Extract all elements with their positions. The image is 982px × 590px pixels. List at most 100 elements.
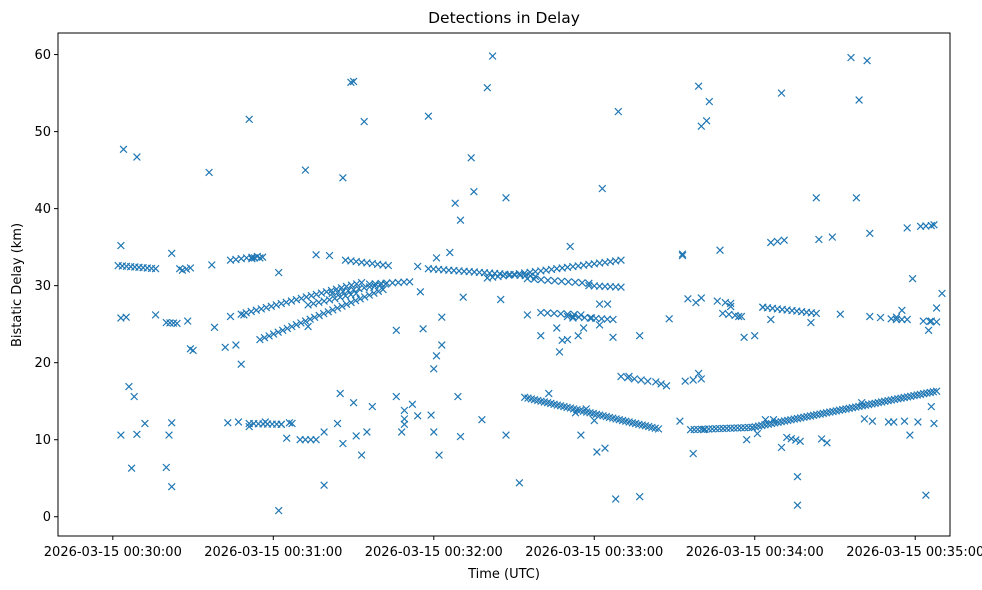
detection-point: [705, 97, 714, 106]
detection-point: [574, 331, 583, 340]
detection-point: [726, 299, 735, 308]
detection-point: [339, 439, 347, 448]
track-point: [315, 311, 324, 320]
track-point: [697, 375, 706, 383]
track-point: [352, 289, 361, 298]
detection-point: [713, 297, 722, 305]
track-point: [609, 315, 617, 324]
track-point: [927, 221, 936, 230]
detection-point: [812, 193, 821, 202]
track-point: [737, 312, 746, 321]
detection-point: [162, 463, 171, 472]
track-point: [384, 261, 393, 270]
detection-point: [459, 293, 468, 302]
detection-point: [852, 193, 861, 202]
track-point: [292, 320, 301, 329]
detection-point: [478, 415, 486, 424]
detection-point: [694, 369, 703, 378]
detection-point: [223, 418, 232, 427]
detection-point: [349, 398, 358, 407]
chart-title: Detections in Delay: [428, 9, 580, 27]
track-point: [773, 237, 782, 246]
track-point: [550, 309, 558, 318]
track-point: [274, 328, 283, 337]
detection-point: [205, 168, 213, 177]
detection-point: [427, 411, 435, 419]
detection-point: [625, 372, 633, 381]
y-tick-label: 60: [34, 48, 51, 63]
detection-point: [734, 312, 743, 321]
track-point: [297, 294, 306, 303]
track-point: [267, 302, 276, 311]
detection-point: [678, 251, 687, 260]
detection-point: [544, 389, 553, 398]
y-tick-label: 0: [43, 510, 51, 525]
detection-point: [900, 417, 909, 426]
detection-point: [793, 472, 802, 481]
track-point: [379, 285, 387, 294]
detection-point: [611, 495, 620, 503]
detection-point: [256, 254, 264, 262]
detection-point: [183, 317, 192, 325]
detection-point: [400, 420, 409, 429]
detection-point: [408, 400, 417, 409]
track-point: [319, 309, 328, 318]
y-tick-label: 20: [34, 356, 51, 371]
x-axis-ticks: 2026-03-15 00:30:00 2026-03-15 00:31:00 20…: [44, 536, 982, 560]
detection-point: [922, 491, 930, 500]
track-point: [370, 289, 378, 298]
detection-point: [432, 254, 441, 262]
track-point: [523, 274, 532, 283]
track-point: [374, 287, 383, 296]
detection-point: [357, 451, 366, 459]
detection-point: [924, 326, 933, 335]
detection-point: [536, 331, 545, 340]
detection-point: [325, 251, 334, 260]
track-point: [301, 317, 310, 325]
track-point: [564, 277, 573, 286]
track-point: [571, 278, 580, 287]
detection-point: [320, 481, 328, 490]
track-point: [237, 310, 246, 319]
track-point: [297, 319, 305, 327]
detection-point: [740, 333, 748, 342]
detection-point: [927, 317, 936, 325]
detection-point: [400, 406, 409, 415]
track-point: [718, 309, 727, 318]
detection-point: [502, 193, 510, 202]
track-point: [662, 381, 671, 390]
track-point: [186, 264, 195, 272]
detection-point: [817, 435, 826, 443]
x-tick-label: 2026-03-15 00:32:00: [365, 545, 503, 560]
detection-point: [285, 418, 294, 427]
track-point: [557, 277, 566, 286]
detection-point: [363, 428, 371, 436]
detection-point: [702, 116, 711, 125]
track-point: [544, 276, 552, 285]
detection-point: [419, 324, 427, 333]
detection-point: [207, 261, 216, 269]
detection-point: [349, 77, 358, 86]
detection-point: [593, 448, 601, 456]
y-axis-label: Bistatic Delay (km): [10, 223, 25, 347]
track-point: [530, 275, 539, 284]
detection-point: [577, 431, 585, 439]
detection-point: [590, 416, 599, 425]
detection-point: [847, 53, 855, 62]
detection-point: [274, 268, 283, 277]
detection-point: [429, 428, 438, 436]
track-point: [780, 236, 789, 245]
detection-point: [603, 300, 612, 308]
detection-point: [352, 432, 361, 440]
detection-point: [416, 287, 425, 296]
detection-point: [815, 235, 823, 244]
detection-point: [234, 418, 243, 426]
track-point: [173, 319, 181, 328]
y-tick-label: 40: [34, 202, 51, 217]
detection-point: [700, 425, 708, 434]
track-point: [351, 296, 360, 305]
detection-point: [288, 419, 296, 428]
detection-point: [555, 348, 564, 356]
detection-point: [823, 438, 831, 447]
detection-point: [753, 429, 762, 438]
